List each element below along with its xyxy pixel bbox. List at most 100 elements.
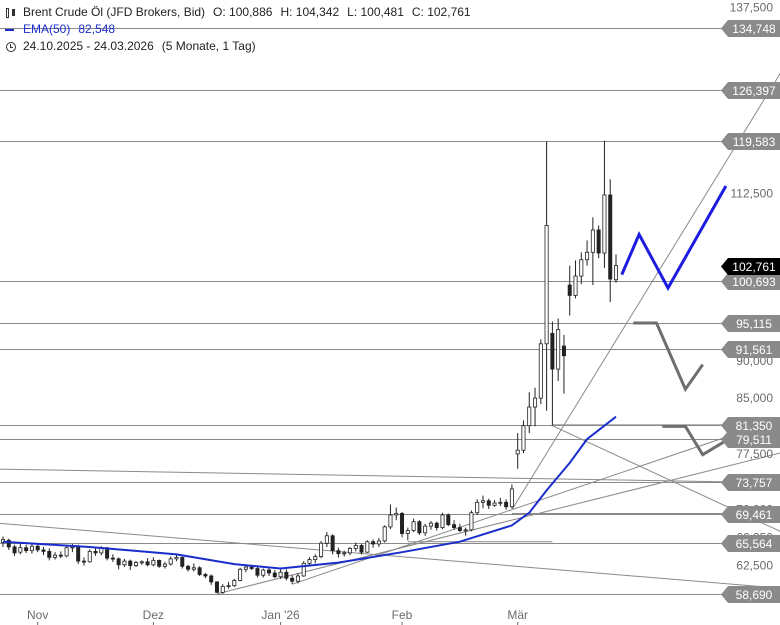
candle: [527, 392, 532, 434]
candle-body: [87, 551, 92, 563]
candle-body: [272, 572, 277, 578]
candle: [76, 544, 81, 565]
candle-body: [93, 551, 98, 554]
candle: [608, 179, 613, 303]
y-tick-label: 62,500: [736, 559, 773, 573]
candle: [400, 511, 405, 538]
candle-body: [498, 501, 503, 504]
candle-body: [475, 501, 480, 514]
candle: [463, 527, 468, 536]
candle-body: [515, 449, 520, 455]
level-label: 134,748: [721, 20, 780, 37]
level-label-box: [721, 586, 780, 603]
candle: [41, 546, 46, 556]
candle-body: [162, 563, 167, 567]
level-label-text: 79,511: [736, 433, 772, 447]
candle: [64, 545, 69, 558]
level-label-box: [721, 315, 780, 332]
candle: [47, 548, 52, 561]
candle-body: [457, 527, 462, 531]
candle-body: [353, 545, 358, 549]
candle-body: [128, 560, 133, 566]
candle-body: [400, 513, 405, 534]
level-label: 65,564: [721, 535, 780, 552]
trendline-4: [511, 72, 780, 511]
candle: [6, 538, 11, 550]
level-label-box: [721, 417, 780, 434]
level-label-text: 73,757: [736, 476, 773, 490]
level-label: 95,115: [721, 315, 780, 332]
candle-body: [6, 539, 11, 548]
candle-body: [614, 265, 619, 281]
candle: [475, 499, 480, 515]
candle: [596, 225, 601, 259]
candle-body: [585, 251, 590, 261]
candle-body: [486, 500, 491, 506]
candle: [556, 318, 561, 382]
candle-body: [596, 229, 601, 254]
projection-down: [633, 321, 704, 393]
level-label: 91,561: [721, 341, 780, 358]
candle: [319, 541, 324, 559]
y-tick-label: 137,500: [730, 0, 774, 14]
high-value: H: 104,342: [280, 5, 340, 19]
candle: [214, 581, 219, 594]
legend-ema-row: EMA(50) 82,548: [4, 21, 471, 38]
candle: [452, 520, 457, 530]
candle: [347, 546, 352, 556]
candle-body: [226, 585, 231, 588]
candle-body: [602, 194, 607, 254]
level-label-text: 65,564: [736, 537, 773, 551]
level-label-text: 126,397: [732, 84, 776, 98]
ema-path: [2, 415, 617, 570]
candle-body: [417, 521, 422, 534]
close-value: C: 102,761: [411, 5, 471, 19]
candlestick-icon: [4, 7, 18, 19]
level-label: 119,583: [721, 133, 780, 150]
candle: [336, 547, 341, 558]
candle-body: [521, 425, 526, 451]
candle: [498, 497, 503, 507]
candle-body: [255, 568, 260, 576]
candle-body: [151, 559, 156, 566]
candle-body: [567, 284, 572, 296]
candle: [290, 575, 295, 585]
candle-body: [452, 524, 457, 529]
level-label-box: [721, 82, 780, 99]
candle: [585, 240, 590, 266]
candle: [24, 544, 29, 553]
candle-body: [284, 571, 289, 579]
low-value: L: 100,481: [347, 5, 404, 19]
candle-body: [382, 526, 387, 542]
x-tick-label: Nov: [27, 608, 48, 622]
candle-body: [561, 345, 566, 357]
candle: [162, 561, 167, 569]
candle: [81, 557, 86, 566]
candle: [515, 433, 520, 469]
candle: [521, 420, 526, 454]
candle-body: [134, 562, 139, 566]
level-label: 69,461: [721, 506, 780, 523]
trendline-2: [0, 522, 780, 589]
candle: [602, 140, 607, 268]
candle-body: [70, 546, 75, 549]
candle: [272, 570, 277, 579]
candle: [365, 540, 370, 553]
candle: [284, 569, 289, 581]
candle: [550, 321, 555, 426]
candle: [509, 484, 514, 509]
candle-body: [313, 556, 318, 561]
current-price-label-box: [721, 258, 780, 275]
candle: [457, 523, 462, 533]
candle: [58, 551, 63, 559]
trendline-5: [552, 425, 780, 532]
candle-body: [81, 560, 86, 563]
candle: [486, 498, 491, 510]
candle: [330, 534, 335, 555]
candle: [411, 518, 416, 533]
candle: [480, 495, 485, 509]
candle-body: [295, 575, 300, 582]
candle: [145, 558, 150, 567]
candle: [614, 254, 619, 283]
